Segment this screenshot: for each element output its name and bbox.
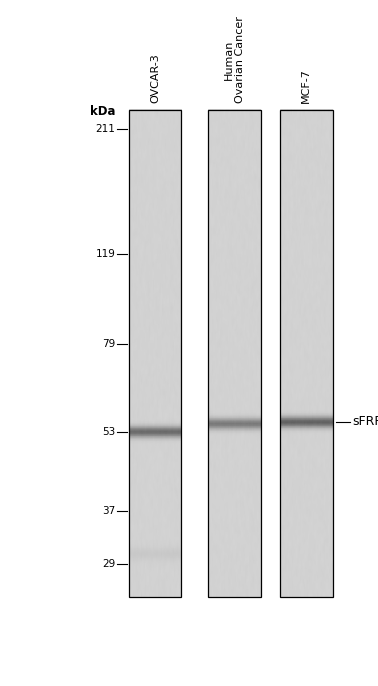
Text: 37: 37 (102, 506, 115, 516)
Text: 211: 211 (95, 123, 115, 134)
Text: 79: 79 (102, 340, 115, 349)
Bar (129, 110, 181, 597)
Text: 53: 53 (102, 427, 115, 437)
Text: Human
Ovarian Cancer: Human Ovarian Cancer (223, 16, 245, 103)
Text: kDa: kDa (90, 105, 115, 118)
Bar (208, 110, 261, 597)
Text: 119: 119 (95, 250, 115, 259)
Text: OVCAR-3: OVCAR-3 (150, 53, 160, 103)
Text: MCF-7: MCF-7 (301, 68, 311, 103)
Text: sFRP-4: sFRP-4 (353, 415, 378, 428)
Bar (280, 110, 333, 597)
Text: 29: 29 (102, 559, 115, 569)
